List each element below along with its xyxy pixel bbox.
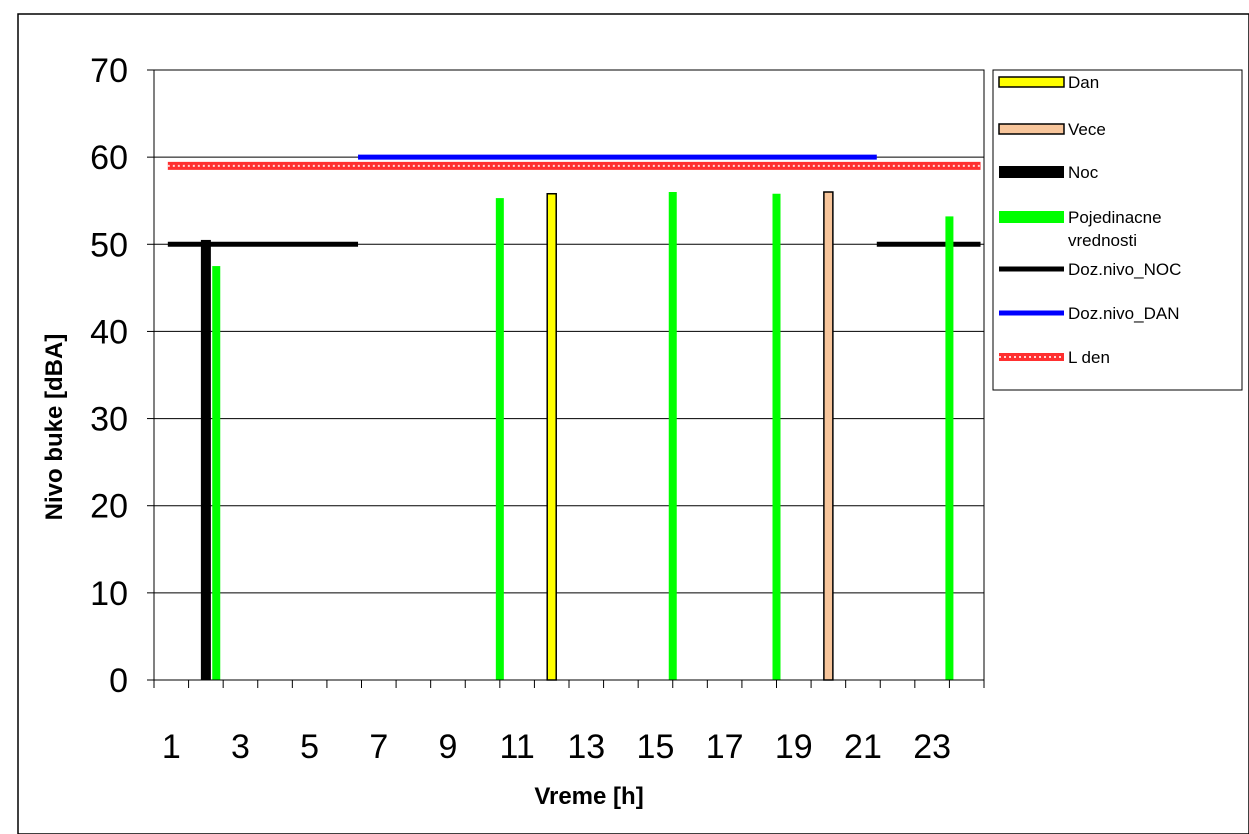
bar-pojedinacne-vrednosti [772, 193, 781, 680]
y-axis-title: Nivo buke [dBA] [41, 334, 68, 521]
legend-label: Noc [1068, 163, 1099, 182]
legend-item: Vece [998, 120, 1106, 139]
bar-pojedinacne-vrednosti [668, 192, 677, 680]
x-axis-title: Vreme [h] [534, 783, 643, 810]
x-tick-label: 15 [637, 728, 675, 766]
legend-label: Doz.nivo_NOC [1068, 260, 1181, 279]
legend-label: Doz.nivo_DAN [1068, 304, 1180, 323]
bar-pojedinacne-vrednosti [945, 216, 954, 680]
bar-dan [546, 192, 557, 681]
x-tick-label: 13 [567, 728, 605, 766]
limit-lines [167, 154, 981, 247]
legend-label: Pojedinacne vrednosti [1068, 208, 1162, 250]
legend-swatch [999, 211, 1064, 223]
legend-item: Pojedinacne vrednosti [999, 208, 1162, 250]
legend-swatch [998, 76, 1065, 88]
y-tick-label: 10 [90, 575, 128, 613]
legend-box [992, 69, 1243, 391]
legend-item: Noc [999, 163, 1099, 182]
bar-pojedinacne-vrednosti [212, 266, 221, 680]
bar-noc [200, 239, 211, 680]
legend: Dan Vece Noc Pojedinacne vrednosti Doz.nivo_N… [992, 69, 1243, 391]
legend-swatch [998, 123, 1065, 135]
legend-item: Dan [998, 73, 1099, 92]
x-tick-label: 3 [231, 728, 250, 766]
bar-pojedinacne-vrednosti [495, 198, 504, 680]
plot-area [153, 69, 985, 681]
x-tick-label: 7 [369, 728, 388, 766]
legend-label: L den [1068, 348, 1110, 367]
x-tick-label: 5 [300, 728, 319, 766]
y-tick-label: 50 [90, 226, 128, 264]
x-tick-label: 21 [844, 728, 882, 766]
legend-swatch [999, 166, 1064, 178]
gridlines [154, 156, 984, 594]
legend-item: Doz.nivo_DAN [999, 304, 1180, 323]
legend-label: Vece [1068, 120, 1106, 139]
legend-label: Dan [1068, 73, 1099, 92]
y-tick-label: 0 [109, 662, 128, 700]
x-tick-label: 17 [706, 728, 744, 766]
x-tick-label: 1 [162, 728, 181, 766]
x-tick-label: 9 [438, 728, 457, 766]
x-tick-label: 19 [775, 728, 813, 766]
x-tick-label: 11 [499, 728, 534, 766]
y-tick-label: 30 [90, 401, 128, 439]
x-tick-label: 23 [913, 728, 951, 766]
y-tick-label: 40 [90, 313, 128, 351]
legend-item: Doz.nivo_NOC [999, 260, 1181, 279]
bar-vece [823, 191, 834, 681]
y-tick-label: 20 [90, 488, 128, 526]
legend-item: L den [999, 348, 1110, 367]
y-tick-label: 70 [90, 52, 128, 90]
y-tick-label: 60 [90, 139, 128, 177]
